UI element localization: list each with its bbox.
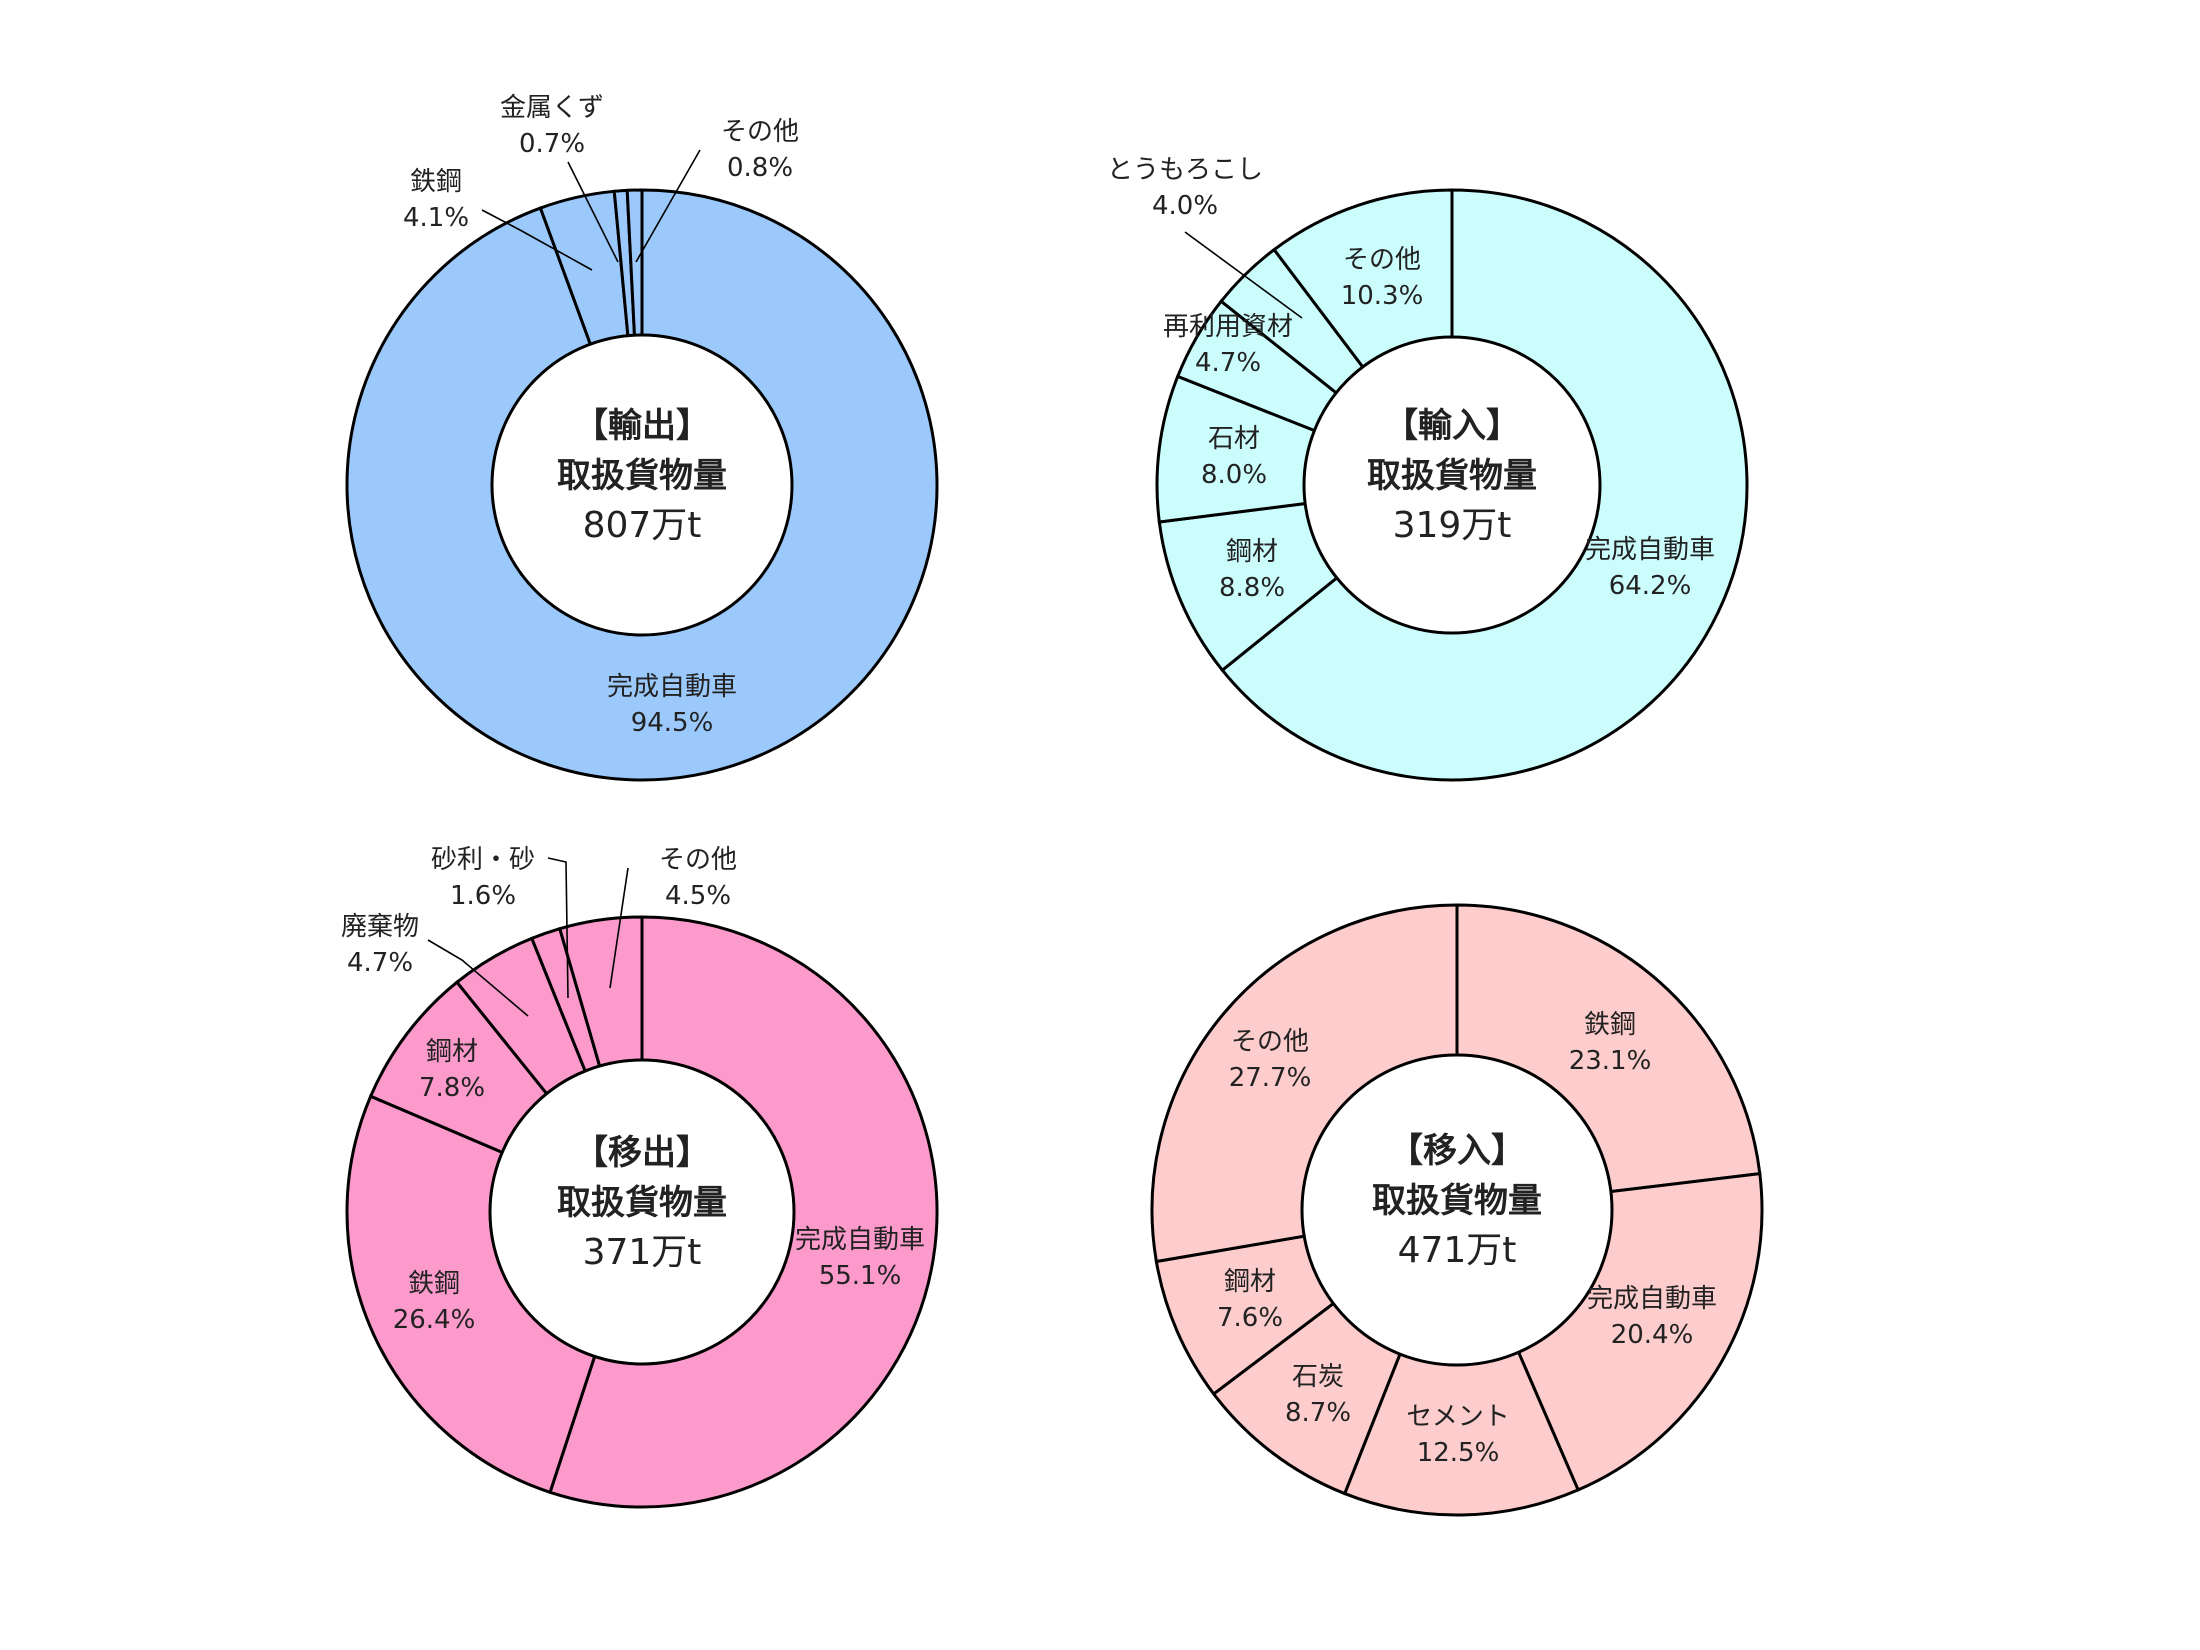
leader-line [1184, 231, 1303, 319]
slice-name-label: 鉄鋼 [408, 1269, 460, 1299]
slice-value-label: 4.0% [1152, 191, 1218, 221]
center-heading: 【輸出】 [574, 406, 710, 446]
slice-name-label: 鉄鋼 [1584, 1010, 1636, 1040]
center-total: 471万t [1398, 1230, 1517, 1271]
center-total: 371万t [583, 1232, 702, 1273]
center-caption: 取扱貨物量 [1372, 1181, 1542, 1221]
inbound-donut-chart: 【移入】 取扱貨物量 471万t 鉄鋼 23.1% 完成自動車 20.4% セメント 12… [1150, 903, 1764, 1517]
slice-name-label: 石材 [1208, 424, 1260, 454]
slice-name-label: セメント [1406, 1402, 1509, 1432]
slice-value-label: 4.7% [347, 948, 413, 978]
leader-line [547, 857, 569, 999]
donut-hole [1302, 335, 1602, 635]
slice-value-label: 0.7% [519, 129, 585, 159]
center-total: 807万t [583, 505, 702, 546]
slice-value-label: 1.6% [450, 881, 516, 911]
slice-name-label: その他 [721, 117, 799, 147]
slice-name-label: 金属くず [500, 93, 604, 123]
slice-value-label: 8.0% [1201, 460, 1267, 490]
slice-name-label: その他 [1343, 245, 1421, 275]
slice-value-label: 23.1% [1569, 1046, 1652, 1076]
slice-value-label: 4.7% [1195, 348, 1261, 378]
slice-value-label: 4.5% [665, 881, 731, 911]
outbound-donut-chart: 【移出】 取扱貨物量 371万t 完成自動車 55.1% 鉄鋼 26.4% 鋼材 7.8%… [341, 845, 939, 1509]
center-heading: 【移入】 [1389, 1131, 1525, 1171]
slice-name-label: 廃棄物 [341, 912, 419, 942]
slice-name-label: 鉄鋼 [410, 167, 462, 197]
import-donut-chart: 【輸入】 取扱貨物量 319万t 完成自動車 64.2% 鋼材 8.8% 石材 8.0% 再… [1107, 155, 1749, 782]
slice-value-label: 8.7% [1285, 1398, 1351, 1428]
slice-value-label: 26.4% [393, 1305, 476, 1335]
center-caption: 取扱貨物量 [1367, 456, 1537, 496]
slice-name-label: 完成自動車 [1587, 1284, 1717, 1314]
export-donut-chart: 【輸出】 取扱貨物量 807万t 完成自動車 94.5% 鉄鋼 4.1% 金属くず 0.7… [345, 93, 939, 782]
slice-value-label: 0.8% [727, 153, 793, 183]
center-total: 319万t [1393, 505, 1512, 546]
center-caption: 取扱貨物量 [557, 456, 727, 496]
slice-name-label: 完成自動車 [607, 672, 737, 702]
leader-line [609, 867, 629, 989]
center-heading: 【移出】 [574, 1133, 710, 1173]
slice-name-label: 石炭 [1292, 1362, 1344, 1392]
slice-name-label: 鋼材 [1226, 537, 1278, 567]
slice-value-label: 7.6% [1217, 1303, 1283, 1333]
leader-line [481, 209, 593, 271]
leader-line [567, 161, 619, 263]
slice-name-label: とうもろこし [1107, 155, 1263, 185]
slice-value-label: 12.5% [1417, 1438, 1500, 1468]
slice-name-label: 砂利・砂 [431, 845, 535, 875]
center-heading: 【輸入】 [1384, 406, 1520, 446]
slice-name-label: 完成自動車 [1585, 535, 1715, 565]
slice-name-label: 再利用資材 [1163, 312, 1293, 342]
slice-value-label: 4.1% [403, 203, 469, 233]
donut-hole [1300, 1053, 1614, 1367]
center-caption: 取扱貨物量 [557, 1183, 727, 1223]
slice-name-label: 完成自動車 [795, 1225, 925, 1255]
slice-value-label: 64.2% [1609, 571, 1692, 601]
leader-line [427, 939, 529, 1017]
donut-hole [490, 333, 794, 637]
donut-hole [488, 1058, 796, 1366]
slice-name-label: 鋼材 [1224, 1267, 1276, 1297]
leader-line [635, 149, 701, 263]
slice-value-label: 27.7% [1229, 1063, 1312, 1093]
slice-name-label: 鋼材 [426, 1037, 478, 1067]
slice-value-label: 94.5% [631, 708, 714, 738]
slice-name-label: その他 [659, 845, 737, 875]
slice-value-label: 7.8% [419, 1073, 485, 1103]
slice-value-label: 8.8% [1219, 573, 1285, 603]
slice-name-label: その他 [1231, 1027, 1309, 1057]
slice-value-label: 10.3% [1341, 281, 1424, 311]
slice-value-label: 55.1% [819, 1261, 902, 1291]
slice-value-label: 20.4% [1611, 1320, 1694, 1350]
